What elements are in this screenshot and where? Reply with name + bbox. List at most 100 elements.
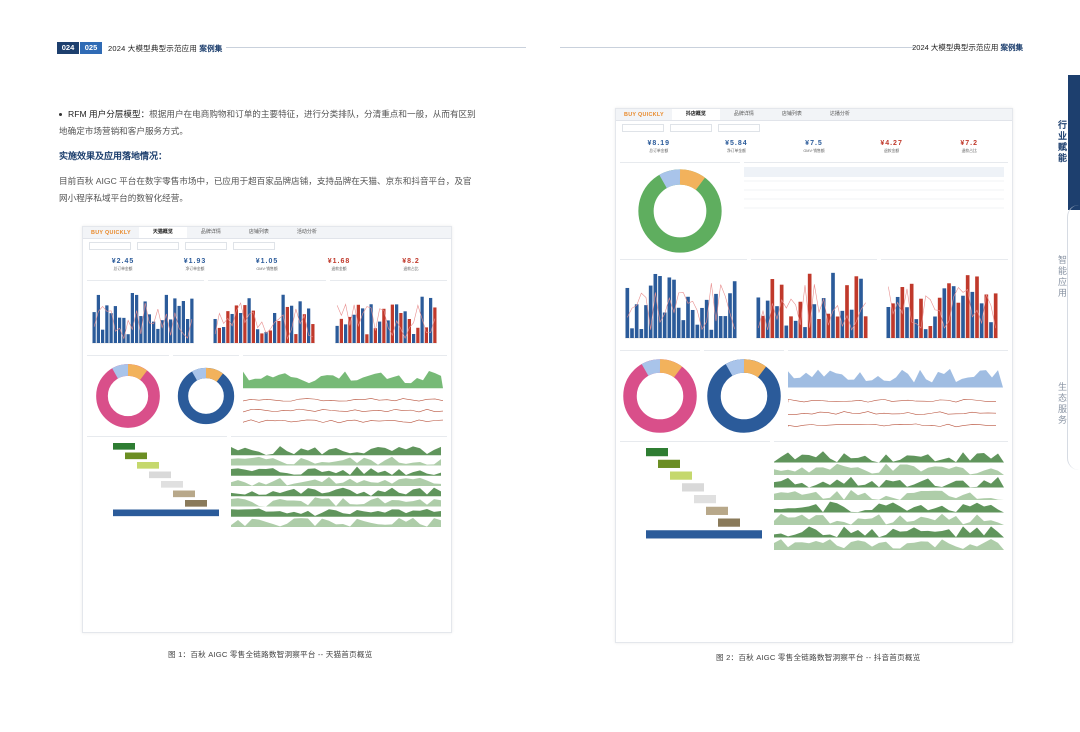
chart-line [888,286,997,329]
figure1-panel-donut-a [87,355,169,430]
area-line [243,398,443,402]
figure1-kpi-card: ¥1.05 GMV·销售额 [231,255,303,275]
figure2-tab-3[interactable]: 达播分析 [829,111,850,117]
figure2-donut-row [616,347,1012,438]
header-title-prefix: 2024 大模型典型示范应用 [108,43,198,53]
figure1-tab-3[interactable]: 活动分析 [296,229,317,235]
figure1-panel-donut-b [173,355,239,430]
figure2-donut-b [707,359,781,433]
chart-bar [264,331,269,343]
figure1-filter-date[interactable] [89,242,131,250]
chart-bar [625,287,630,338]
chart-bar [424,327,428,343]
chart-bar [335,325,339,343]
figure2-panel-waterfall [620,441,770,552]
chart-bar [961,295,966,338]
side-tab-ecosystem[interactable]: 生态服务 [1057,382,1067,426]
figure1-filter-brand[interactable] [233,242,275,250]
chart-bar [942,288,947,338]
chart-bar [840,310,844,338]
figure1-filter-platform[interactable] [137,242,179,250]
chart-bar [298,301,303,343]
chart-bar [728,293,732,338]
chart-bar [723,316,728,338]
chart-bar [92,312,96,343]
waterfall-step [149,471,171,479]
figure2-kpi-value: ¥4.27 [880,140,903,147]
chart-bar [947,283,952,338]
ridge-row [774,476,1004,488]
figure1-tab-0[interactable]: 天猫概览 [138,227,187,238]
chart-bar [980,303,984,338]
waterfall-step [682,483,704,492]
figure2-filter-store[interactable] [718,124,760,132]
figure2-kpi-label: 退款金额 [884,149,900,153]
chart-bar [970,291,975,338]
chart-bar [239,313,243,343]
chart-bar [398,313,403,343]
figure1-kpi-value: ¥1.05 [255,258,279,265]
chart-bar [181,301,185,343]
chart-bar [933,316,938,338]
chart-bar [700,307,704,338]
section-title: 实施效果及应用落地情况： [59,151,168,161]
chart-bar [826,313,830,338]
chart-bar [226,311,230,343]
rfm-bullet-text: 根据用户在电商购物和订单的主要特征，进行分类排队，分清重点和一般，从而有区别地确… [59,109,476,136]
chart-bar [886,306,891,338]
chart-bar [364,334,369,343]
ridge-row [774,463,1004,475]
figure2-kpi-value: ¥7.5 [805,140,823,147]
figure2-tab-2[interactable]: 店铺列表 [781,111,802,117]
figure2-tab-1[interactable]: 品牌详情 [733,111,754,117]
figure1-area-chart [243,370,443,424]
figure2-top-row [616,159,1012,256]
chart-bar [152,321,156,343]
chart-bar [186,318,190,343]
figure1-kpi-value: ¥8.2 [402,258,420,265]
ridge-row [231,477,441,486]
figure1-filter-store[interactable] [185,242,227,250]
chart-bar [386,320,390,343]
chart-bar [286,306,290,343]
figure1-caption: 图 1：百秋 AIGC 零售全链路数智洞察平台 -- 天猫首页概览 [168,650,373,659]
area-line [788,398,997,403]
ridge-row [774,526,1004,538]
chart-bar [281,294,286,343]
figure2-panel-ridge [774,441,1008,552]
chart-bar [774,306,779,338]
chart-line [93,303,193,340]
donut-slice [743,359,767,378]
waterfall-step [646,448,668,457]
chart-bar [169,319,173,343]
figure1-kpi-value: ¥1.93 [183,258,207,265]
figure2-kpi-value: ¥8.19 [647,140,671,147]
side-tab-outline [1067,205,1080,470]
side-tab-active-bar [1068,75,1080,210]
figure2-filter-platform[interactable] [670,124,712,132]
side-tabs [1067,75,1080,470]
figure1-tab-2[interactable]: 店铺列表 [248,229,269,235]
chart-bar [835,316,840,338]
figure2-bar-chart-a [625,273,737,339]
chart-bar [273,312,277,343]
chart-bar [343,324,347,343]
side-tab-industry[interactable]: 行业赋能 [1057,120,1067,164]
ridge-row [774,489,1004,500]
figure2-tab-0[interactable]: 抖店概览 [671,109,720,120]
waterfall-step [125,452,147,460]
chart-bar [247,298,252,343]
side-tab-smart-apps[interactable]: 智能应用 [1057,255,1067,299]
chart-bar [709,329,714,338]
chart-bar [793,320,798,338]
chart-line [757,284,866,331]
figure1-bar-chart-c [334,296,437,344]
figure2-filter-date[interactable] [622,124,664,132]
figure1-tab-1[interactable]: 品牌详情 [200,229,221,235]
figure1-donut-row [83,352,451,433]
figure2-panel-a [620,259,747,344]
figure1-waterfall-chart [113,443,219,517]
chart-bar [779,284,784,338]
chart-bar [662,312,667,338]
chart-bar [432,307,437,343]
